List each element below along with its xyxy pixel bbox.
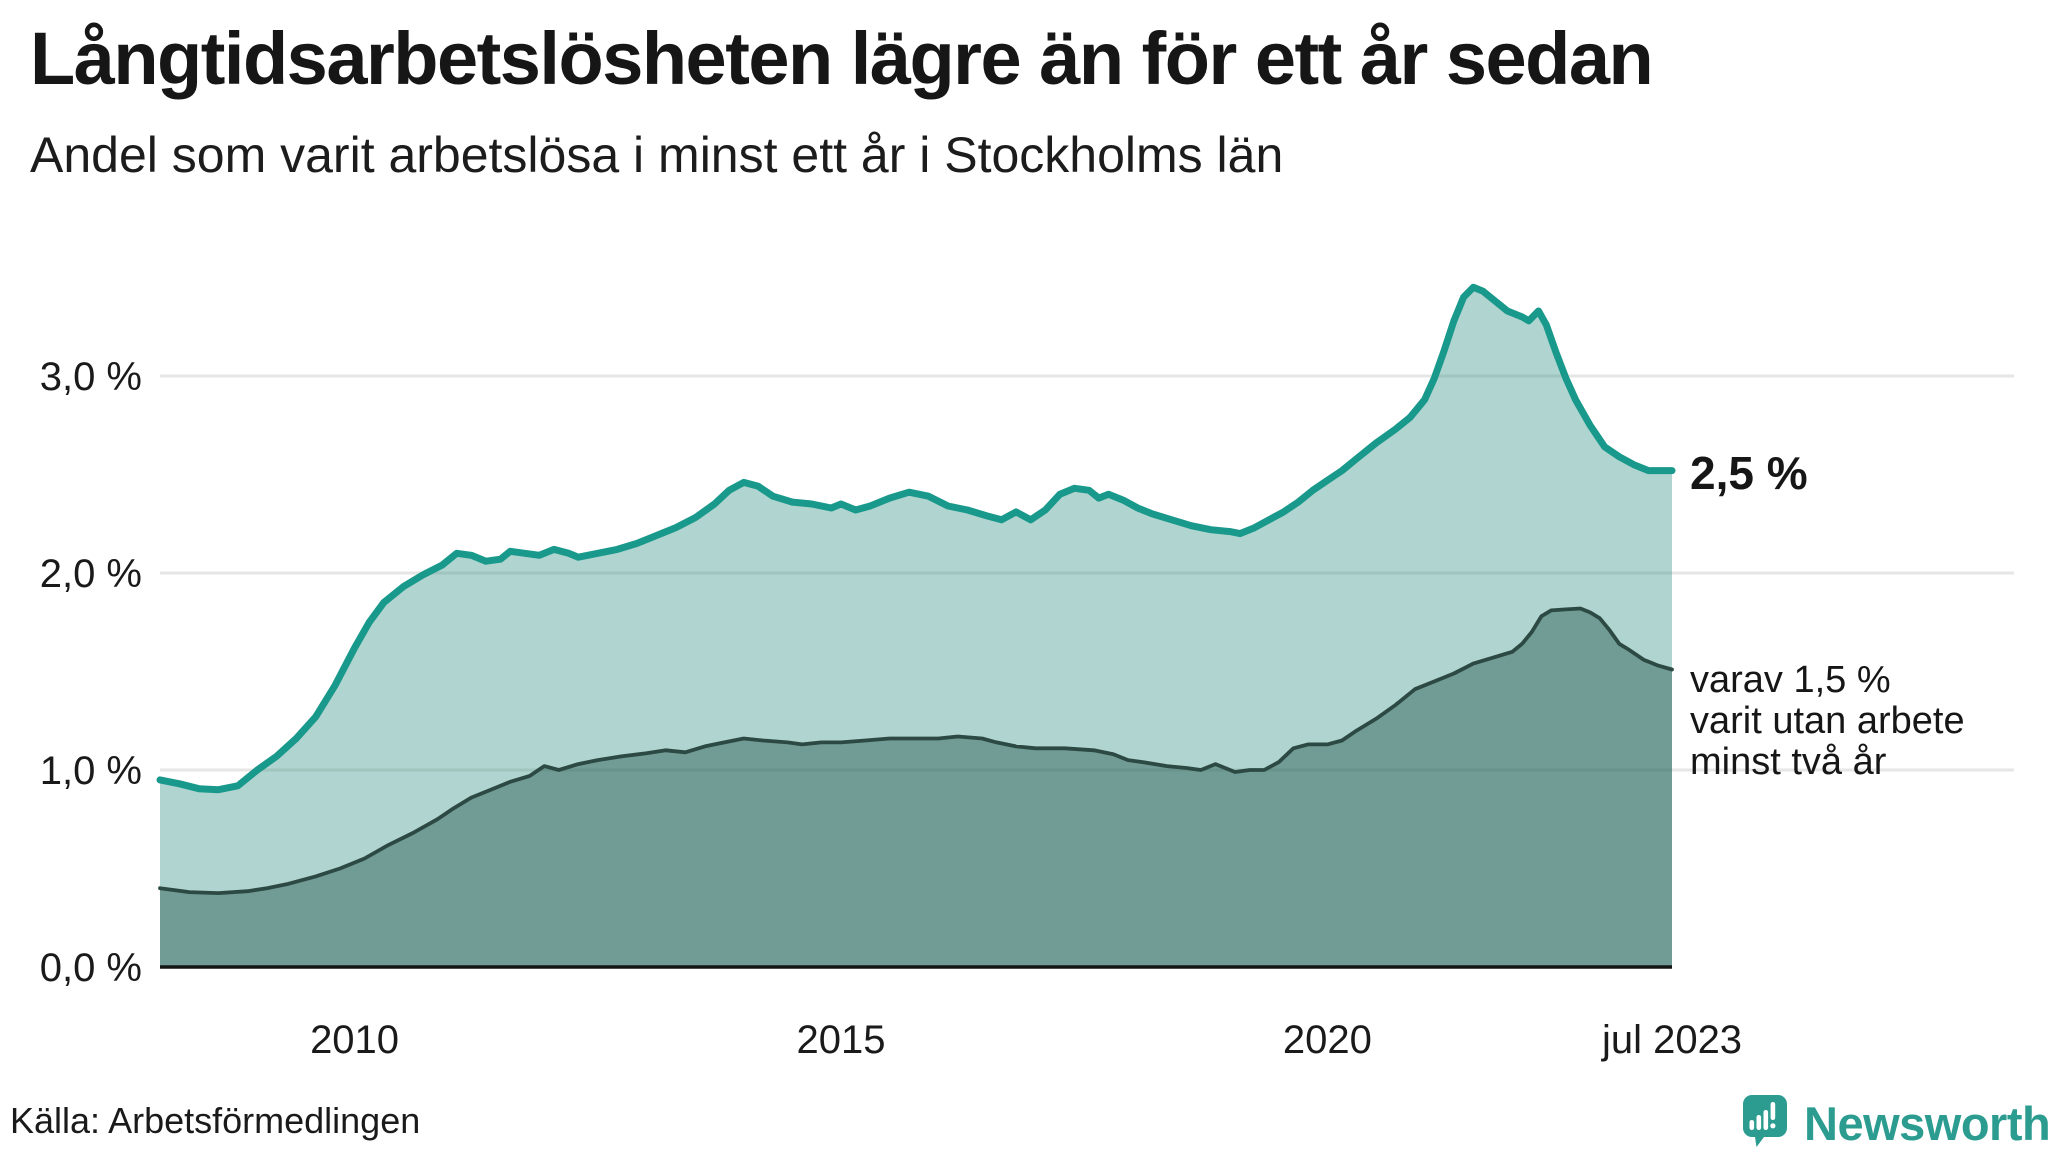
newsworthy-logo-text: Newsworthy [1804,1097,2048,1150]
page-subtitle: Andel som varit arbetslösa i minst ett å… [30,127,1284,183]
source-note: Källa: Arbetsförmedlingen [10,1100,421,1141]
series-min-two-years-line [158,606,1674,895]
logo-bar-medium [1756,1115,1762,1130]
x-axis-label-2010: 2010 [310,1018,399,1062]
y-axis-label-2: 2,0 % [40,552,142,596]
series-min-one-year-area [160,287,1672,967]
newsworthy-logo: Newsworthy [1742,1094,2048,1151]
logo-exclamation-dot [1770,1123,1776,1129]
newsworthy-logo-icon [1743,1095,1787,1147]
logo-bar-tall [1763,1110,1769,1130]
y-axis-label-1: 1,0 % [40,749,142,793]
secondary-annotation-line-3: minst två år [1690,741,1887,783]
y-axis-label-0: 0,0 % [40,946,142,990]
logo-bar-small [1749,1120,1755,1130]
x-axis-label-2015: 2015 [797,1018,886,1062]
series-min-one-year-line [156,283,1676,794]
x-axis-label-2020: 2020 [1283,1018,1372,1062]
logo-exclamation-bar [1770,1102,1776,1120]
secondary-annotation: varav 1,5 % varit utan arbete minst två … [1690,660,1965,783]
page-title: Långtidsarbetslösheten lägre än för ett … [30,17,1654,100]
x-axis-label-jul-2023: jul 2023 [1601,1018,1742,1062]
end-value-label: 2,5 % [1690,447,1808,499]
secondary-annotation-line-1: varav 1,5 % [1690,659,1891,701]
series-min-two-years-area [160,608,1672,967]
y-axis-label-3: 3,0 % [40,355,142,399]
secondary-annotation-line-2: varit utan arbete [1690,700,1965,742]
